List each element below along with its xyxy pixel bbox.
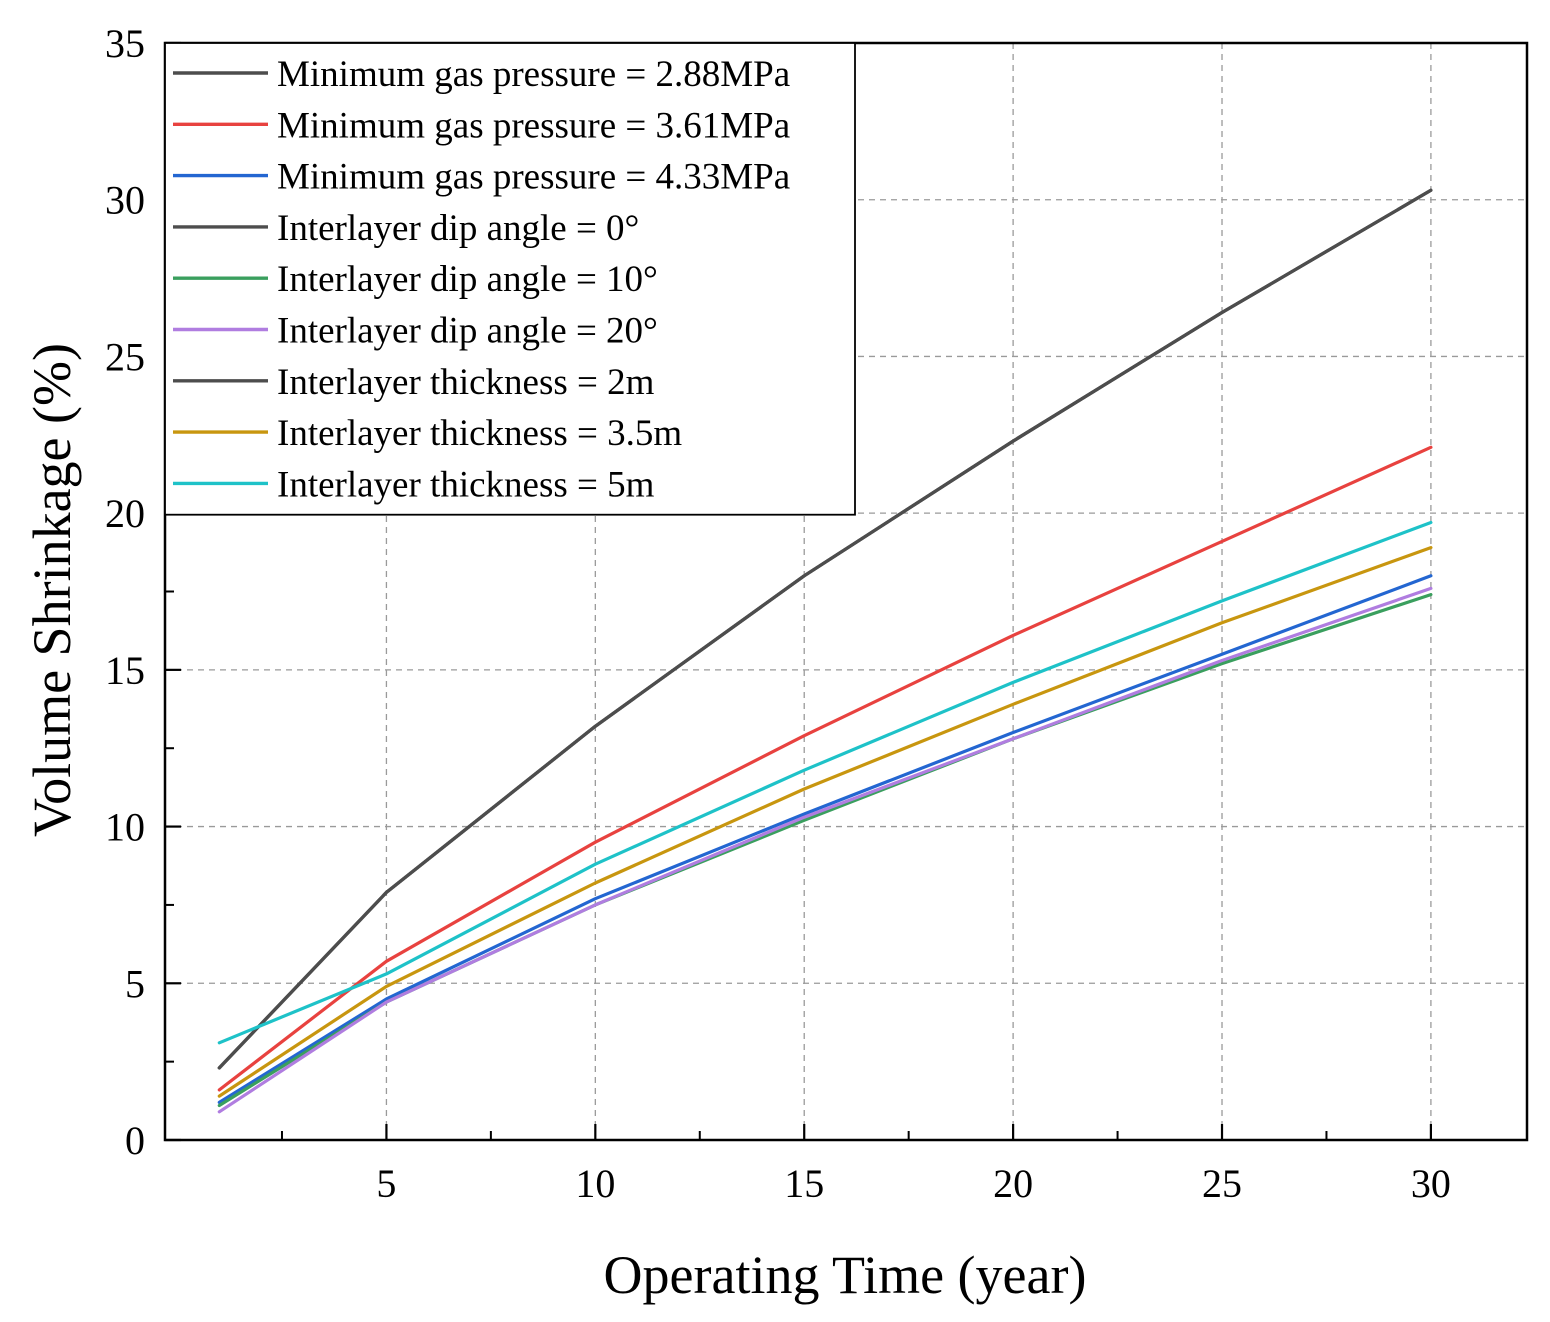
y-tick-label: 15 bbox=[105, 648, 145, 693]
legend-box bbox=[164, 42, 856, 516]
series-line-9 bbox=[217, 520, 1433, 1045]
legend-entry-label: Interlayer thickness = 2m bbox=[277, 362, 655, 403]
series-line-8 bbox=[217, 545, 1433, 1098]
series-line-3 bbox=[217, 574, 1433, 1105]
series-line-7 bbox=[217, 188, 1433, 1070]
x-tick-label: 20 bbox=[993, 1161, 1033, 1206]
x-axis-title: Operating Time (year) bbox=[604, 1245, 1087, 1305]
legend-entry-label: Interlayer thickness = 3.5m bbox=[277, 413, 682, 454]
series-line-2 bbox=[217, 445, 1433, 1092]
y-axis-title: Volume Shrinkage (%) bbox=[22, 343, 82, 837]
legend-entry-label: Interlayer dip angle = 20° bbox=[277, 311, 658, 352]
y-tick-label: 35 bbox=[105, 21, 145, 66]
legend-entry-label: Interlayer dip angle = 10° bbox=[277, 259, 658, 300]
legend-entry-label: Interlayer dip angle = 0° bbox=[277, 208, 639, 249]
legend-entry-label: Minimum gas pressure = 2.88MPa bbox=[277, 54, 790, 95]
grid bbox=[165, 43, 1527, 1140]
axes: 5 10 15 20 25 30 0 5 10 15 20 25 30 35 bbox=[105, 21, 1529, 1206]
y-tick-label: 10 bbox=[105, 805, 145, 850]
x-tick-label: 10 bbox=[575, 1161, 615, 1206]
y-tick-label: 20 bbox=[105, 491, 145, 536]
legend-entry-label: Minimum gas pressure = 3.61MPa bbox=[277, 105, 790, 146]
x-tick-label: 30 bbox=[1411, 1161, 1451, 1206]
x-tick-label: 25 bbox=[1202, 1161, 1242, 1206]
x-tick-label: 5 bbox=[376, 1161, 396, 1206]
y-tick-label: 30 bbox=[105, 178, 145, 223]
y-tick-label: 0 bbox=[125, 1118, 145, 1163]
legend-entry-label: Minimum gas pressure = 4.33MPa bbox=[277, 157, 790, 198]
legend-entry-label: Interlayer thickness = 5m bbox=[277, 464, 655, 505]
series-line-6 bbox=[217, 586, 1433, 1114]
series-lines bbox=[217, 188, 1433, 1114]
y-tick-label: 5 bbox=[125, 961, 145, 1006]
y-tick-label: 25 bbox=[105, 334, 145, 379]
x-tick-label: 15 bbox=[784, 1161, 824, 1206]
legend: Minimum gas pressure = 2.88MPa Minimum ga… bbox=[164, 42, 856, 516]
